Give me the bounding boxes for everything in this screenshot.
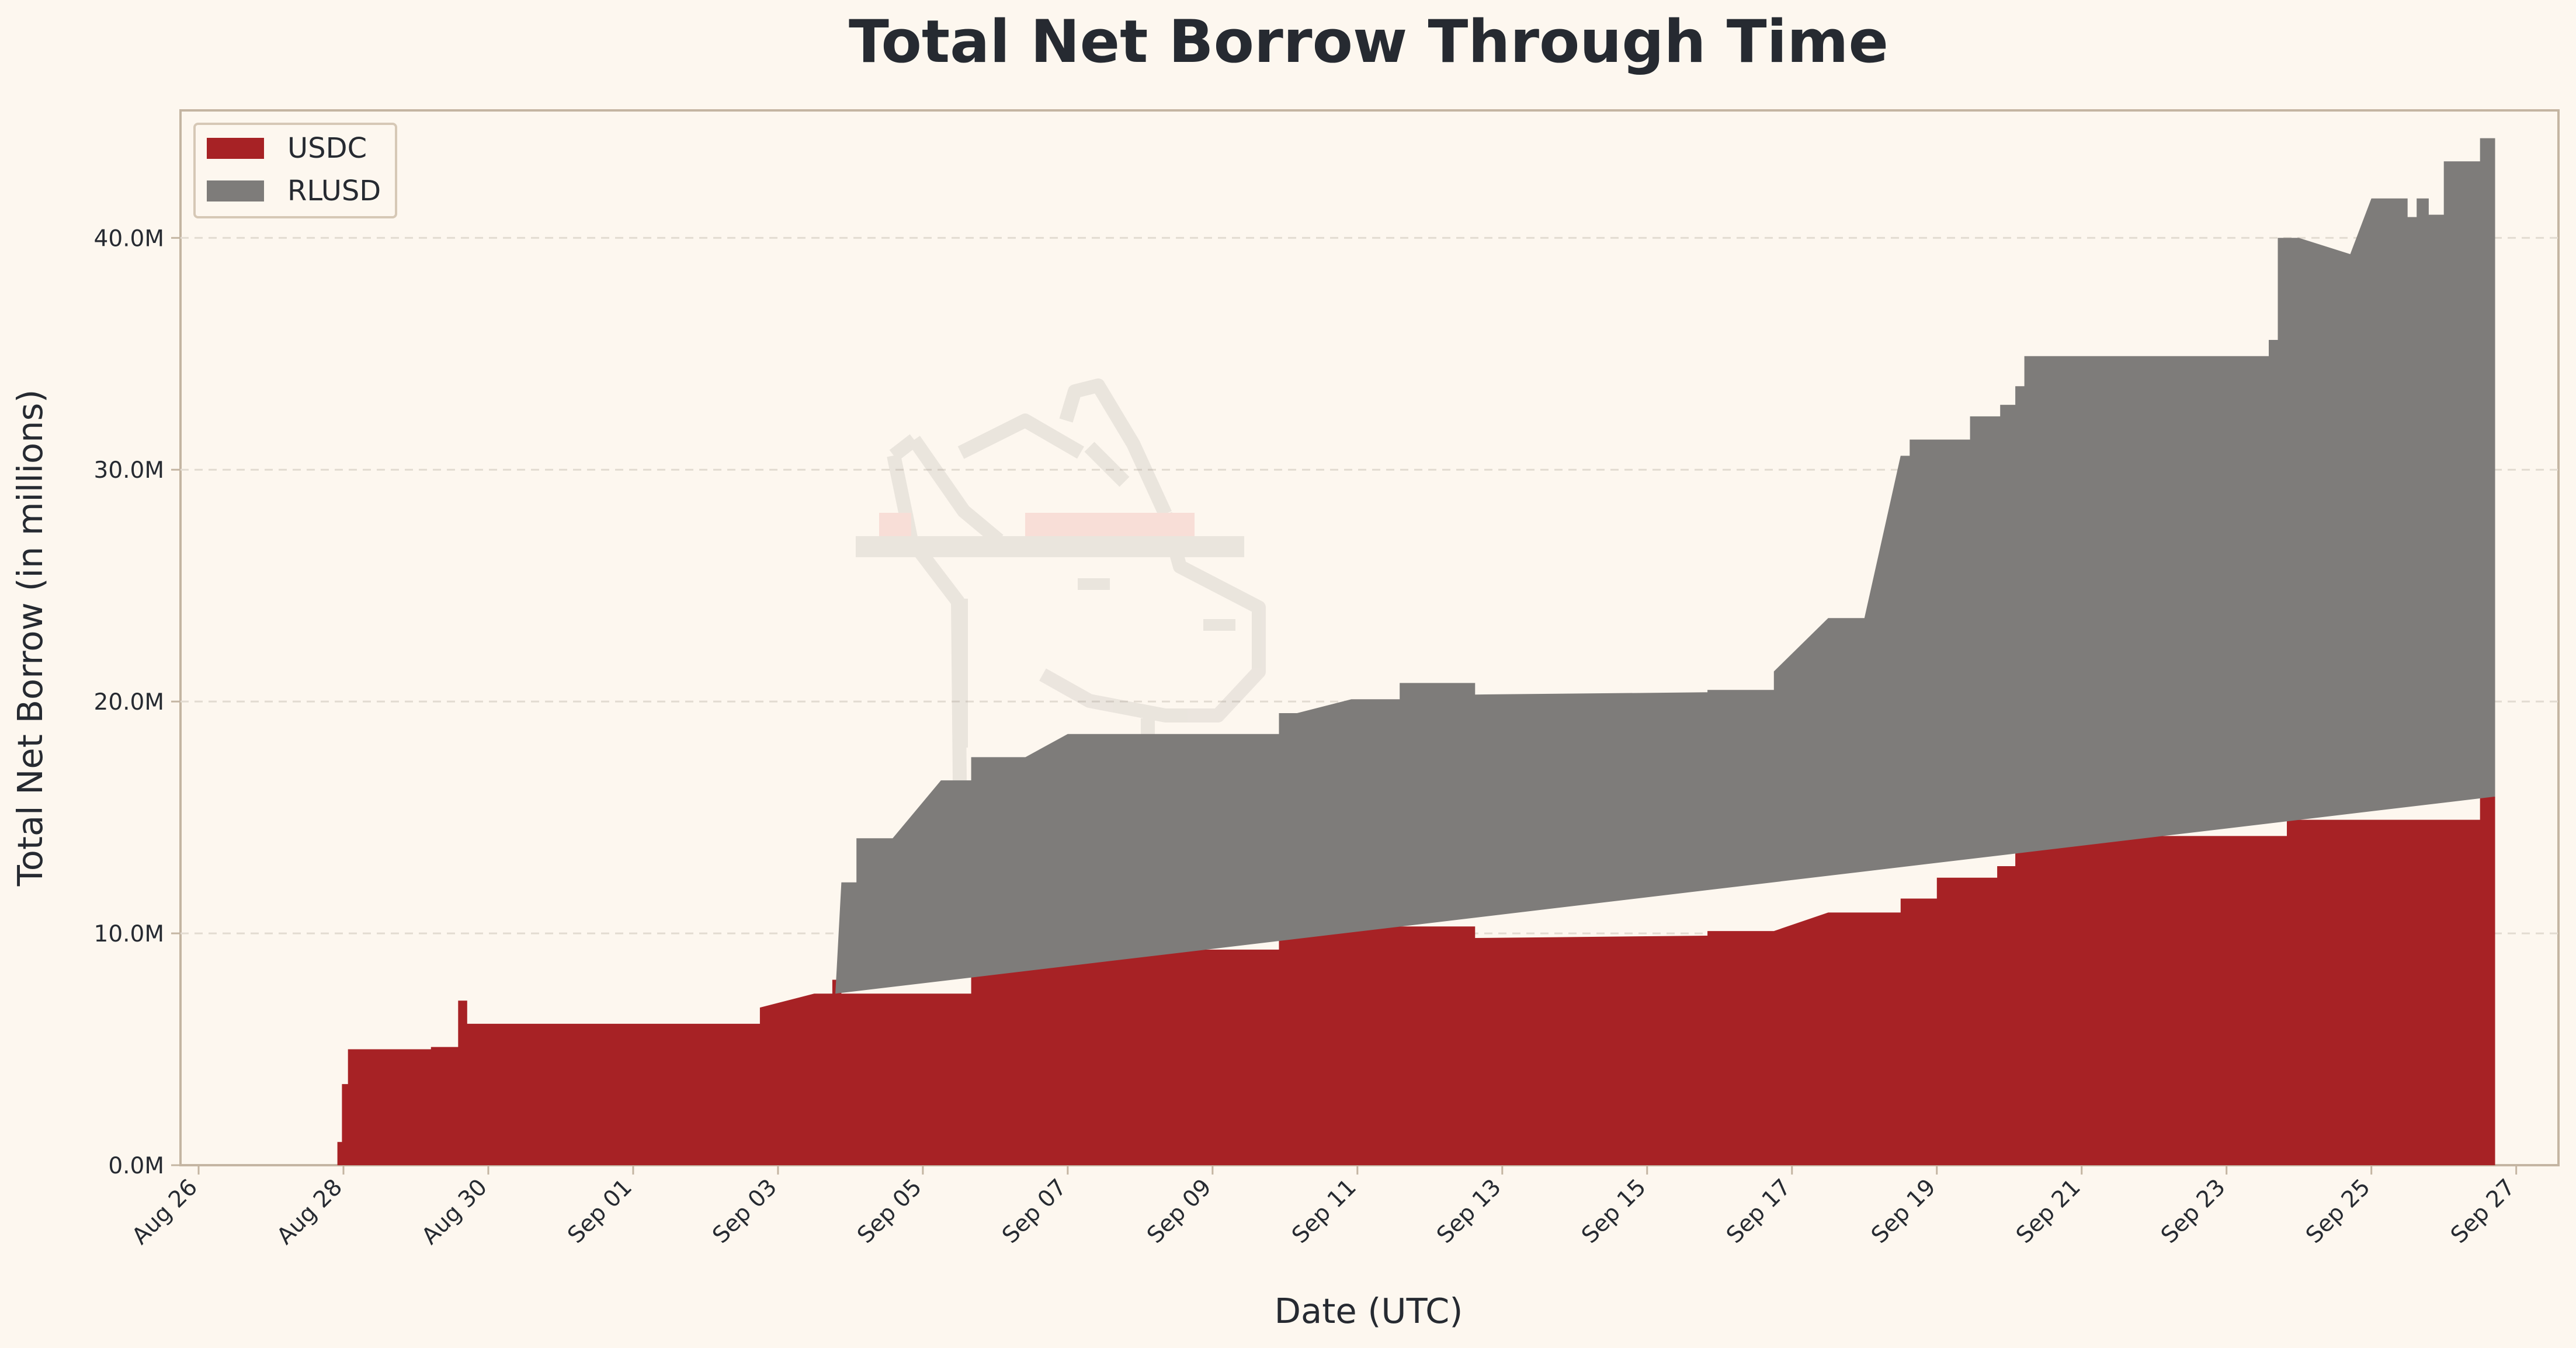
y-tick-label-1: 10.0M: [94, 921, 165, 947]
watermark-mascot: [856, 378, 1266, 900]
y-tick-label-2: 20.0M: [94, 689, 165, 715]
legend-label-usdc: USDC: [287, 132, 367, 165]
series-areas: [337, 138, 2495, 1165]
x-axis-label: Date (UTC): [1275, 1291, 1463, 1331]
y-axis-label: Total Net Borrow (in millions): [10, 390, 50, 887]
series-area-rlusd: [835, 138, 2495, 994]
y-tick-label-0: 0.0M: [108, 1153, 164, 1179]
legend-swatch-usdc: [207, 138, 264, 159]
y-axis-ticks: 0.0M 10.0M 20.0M 30.0M 40.0M: [94, 225, 180, 1179]
y-tick-label-4: 40.0M: [94, 225, 165, 252]
legend-swatch-rlusd: [207, 180, 264, 201]
chart-title: Total Net Borrow Through Time: [849, 7, 1888, 76]
y-tick-label-3: 30.0M: [94, 457, 165, 484]
legend-label-rlusd: RLUSD: [287, 175, 381, 207]
legend: USDC RLUSD: [193, 123, 397, 218]
series-area-usdc: [337, 796, 2495, 1165]
